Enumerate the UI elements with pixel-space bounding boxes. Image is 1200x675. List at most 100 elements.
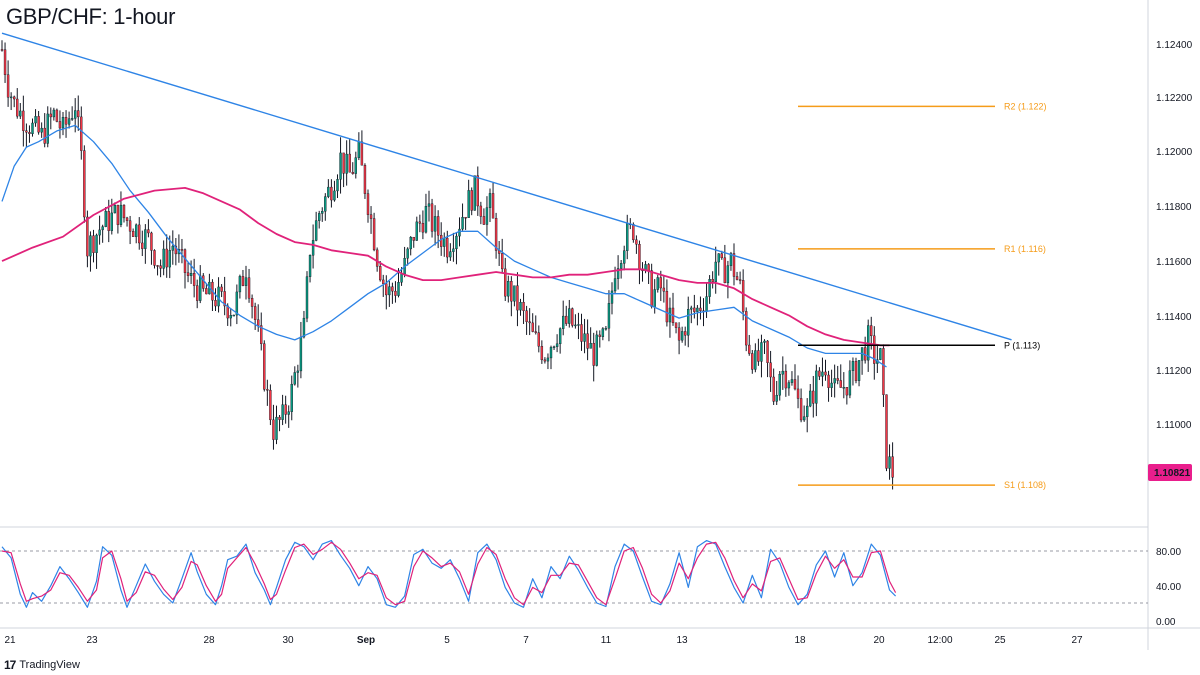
time-tick-label: 30: [282, 635, 294, 646]
candle-body: [440, 235, 443, 247]
candle-body: [772, 376, 775, 402]
candle-body: [253, 306, 257, 320]
candle-body: [531, 322, 534, 332]
candle-body: [635, 239, 638, 245]
candle-body: [613, 278, 617, 292]
candle-body: [598, 334, 601, 337]
candle-body: [305, 276, 309, 319]
candle-body: [64, 117, 68, 125]
candle-body: [455, 235, 458, 250]
candle-body: [830, 382, 833, 388]
candle-body: [168, 250, 171, 268]
candle-body: [473, 175, 476, 211]
candle-body: [778, 373, 781, 396]
candle-body: [482, 216, 486, 225]
candle-body: [360, 141, 364, 166]
candle-body: [269, 389, 272, 421]
candle-body: [183, 249, 187, 273]
candle-body: [165, 248, 168, 268]
candle-body: [751, 353, 754, 370]
candle-body: [507, 281, 510, 297]
candle-body: [122, 204, 126, 219]
candle-body: [476, 175, 479, 207]
ma-fast-line: [1, 124, 887, 368]
candle-body: [67, 118, 71, 125]
candle-body: [745, 311, 748, 346]
time-tick-label: 12:00: [927, 635, 952, 646]
candle-body: [257, 319, 260, 326]
candle-body: [528, 321, 531, 324]
candle-body: [565, 315, 568, 324]
candle-body: [821, 371, 824, 377]
candle-body: [443, 237, 446, 247]
candle-body: [351, 171, 354, 174]
candle-body: [732, 253, 736, 277]
candle-body: [424, 206, 428, 233]
price-tick-label: 1.12200: [1156, 93, 1193, 104]
price-tick-label: 1.11600: [1156, 257, 1192, 268]
candle-body: [162, 248, 165, 269]
candle-body: [418, 221, 422, 224]
candle-body: [653, 289, 656, 307]
candle-body: [372, 218, 376, 251]
candle-body: [281, 404, 284, 420]
candle-body: [70, 118, 74, 120]
candle-body: [220, 286, 223, 292]
tradingview-brand[interactable]: 17 TradingView: [4, 658, 80, 672]
candle-body: [192, 273, 196, 286]
tradingview-logo-icon: 17: [4, 658, 16, 672]
candle-body: [717, 253, 720, 263]
candle-body: [494, 217, 498, 251]
candle-body: [504, 268, 507, 297]
candle-body: [699, 307, 702, 311]
candle-body: [662, 287, 666, 292]
candle-body: [321, 211, 324, 214]
candle-body: [485, 207, 489, 225]
candle-body: [796, 388, 800, 399]
candle-body: [885, 394, 888, 469]
candle-body: [571, 308, 574, 326]
candle-body: [833, 378, 836, 384]
candle-body: [159, 265, 162, 269]
candle-body: [659, 277, 662, 289]
candle-body: [467, 190, 470, 218]
candle-body: [116, 204, 120, 225]
candle-body: [272, 419, 275, 440]
candle-body: [150, 232, 153, 251]
candle-body: [754, 350, 757, 370]
candle-body: [345, 153, 348, 174]
candle-body: [28, 132, 31, 135]
candle-body: [327, 186, 330, 197]
candle-body: [83, 150, 86, 218]
candle-body: [77, 110, 80, 118]
candle-body: [665, 291, 669, 323]
candle-body: [369, 214, 373, 219]
candle-body: [888, 456, 891, 469]
candle-body: [412, 236, 415, 241]
candle-body: [260, 325, 263, 344]
candle-body: [382, 279, 385, 284]
candle-body: [3, 49, 7, 75]
candle-body: [433, 216, 437, 232]
candle-body: [757, 350, 760, 362]
candle-body: [226, 305, 229, 319]
candle-body: [299, 336, 303, 372]
candle-body: [247, 277, 251, 299]
candle-body: [870, 325, 873, 337]
candle-body: [882, 348, 885, 395]
candle-body: [729, 253, 733, 266]
candle-body: [250, 298, 254, 307]
candle-body: [235, 291, 239, 316]
candle-body: [589, 343, 592, 349]
candle-body: [134, 224, 138, 237]
candle-body: [623, 250, 626, 264]
candle-body: [110, 212, 114, 231]
candle-body: [12, 96, 16, 100]
candle-body: [491, 193, 495, 219]
candle-body: [61, 117, 65, 129]
candle-body: [461, 216, 464, 230]
candle-body: [141, 242, 144, 249]
candle-body: [848, 370, 852, 396]
price-pane: R2 (1.122) R1 (1.116) P (1.113) S1 (1.108): [0, 32, 1047, 490]
